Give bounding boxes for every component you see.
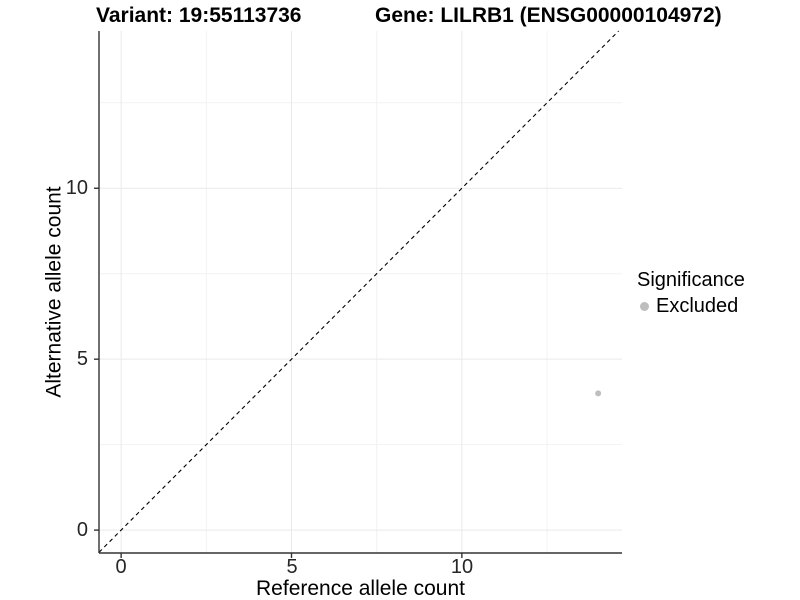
y-axis-title: Alternative allele count [42,186,66,398]
legend-entry-label: Excluded [656,294,739,317]
x-axis-title: Reference allele count [256,577,465,600]
legend-entry-excluded: Excluded [637,293,745,319]
x-tick-label-5: 5 [286,556,298,578]
variant-title: Variant: 19:55113736 [96,4,302,27]
legend-title: Significance [637,269,745,291]
x-tick-label-10: 10 [450,556,474,578]
identity-dashed-line [98,30,619,553]
gene-title: Gene: LILRB1 (ENSG00000104972) [375,4,722,27]
y-tick-label-0: 0 [76,519,88,541]
y-tick-label-5: 5 [76,348,88,370]
legend: Significance Excluded [637,267,745,319]
legend-point-icon [640,301,649,311]
y-tick-label-10: 10 [65,177,88,199]
x-tick-label-0: 0 [115,556,127,578]
data-point [595,390,602,397]
